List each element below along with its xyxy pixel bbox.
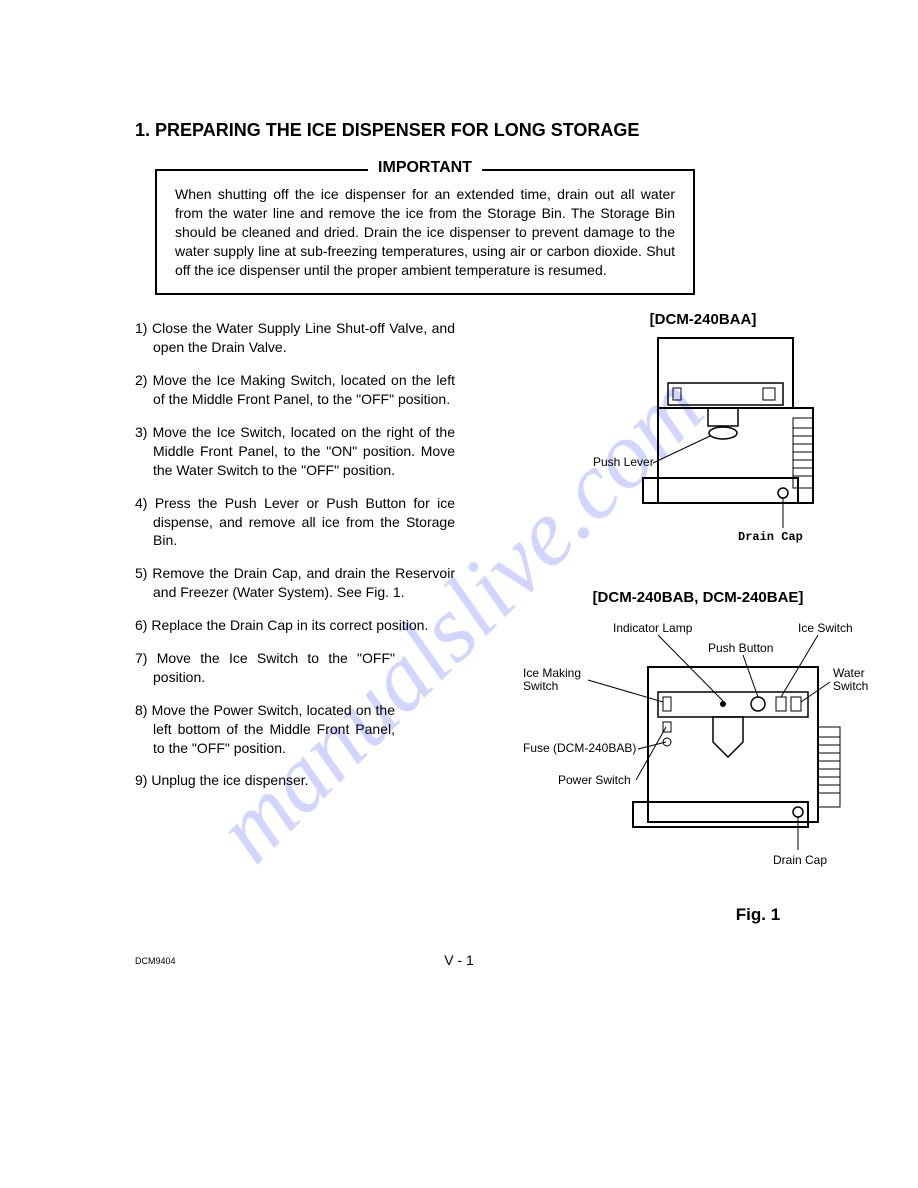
step-4: 4) Press the Push Lever or Push Button f…	[135, 494, 455, 551]
step-6: 6) Replace the Drain Cap in its correct …	[135, 616, 455, 635]
diagram-2-svg: Indicator Lamp Push Button Ice Switch Wa…	[518, 612, 878, 892]
step-1: 1) Close the Water Supply Line Shut-off …	[135, 319, 455, 357]
important-box: IMPORTANT When shutting off the ice disp…	[155, 169, 695, 295]
page-number: V - 1	[0, 952, 918, 968]
diagram-2-push-button-label: Push Button	[708, 641, 773, 655]
diagram-2-fuse-label: Fuse (DCM-240BAB)	[523, 741, 636, 755]
diagram-1-drain-cap-label: Drain Cap	[738, 530, 803, 544]
diagram-2-indicator-lamp-label: Indicator Lamp	[613, 621, 693, 635]
step-9: 9) Unplug the ice dispenser.	[135, 771, 395, 790]
content-area: 1) Close the Water Supply Line Shut-off …	[135, 319, 858, 790]
diagram-2-water-switch-label: WaterSwitch	[833, 666, 868, 693]
diagram-2-power-switch-label: Power Switch	[558, 773, 631, 787]
diagram-1-svg: Push Lever Drain Cap	[588, 328, 818, 553]
step-5: 5) Remove the Drain Cap, and drain the R…	[135, 564, 455, 602]
step-3: 3) Move the Ice Switch, located on the r…	[135, 423, 455, 480]
important-label: IMPORTANT	[368, 159, 482, 177]
step-8: 8) Move the Power Switch, located on the…	[135, 701, 395, 758]
diagram-2-block: [DCM-240BAB, DCM-240BAE]	[518, 589, 878, 925]
diagram-2-model-label: [DCM-240BAB, DCM-240BAE]	[518, 589, 878, 606]
diagram-1-push-lever-label: Push Lever	[593, 455, 654, 469]
diagram-2-ice-making-switch-label: Ice MakingSwitch	[523, 666, 581, 693]
diagram-1-model-label: [DCM-240BAA]	[588, 311, 818, 328]
diagram-2-ice-switch-label: Ice Switch	[798, 621, 853, 635]
step-7: 7) Move the Ice Switch to the "OFF" posi…	[135, 649, 395, 687]
diagram-1-block: [DCM-240BAA]	[588, 311, 818, 558]
important-text: When shutting off the ice dispenser for …	[175, 185, 675, 279]
page-title: 1. PREPARING THE ICE DISPENSER FOR LONG …	[135, 120, 858, 141]
figure-label: Fig. 1	[638, 905, 878, 925]
diagram-2-drain-cap-label: Drain Cap	[773, 853, 827, 867]
step-2: 2) Move the Ice Making Switch, located o…	[135, 371, 455, 409]
